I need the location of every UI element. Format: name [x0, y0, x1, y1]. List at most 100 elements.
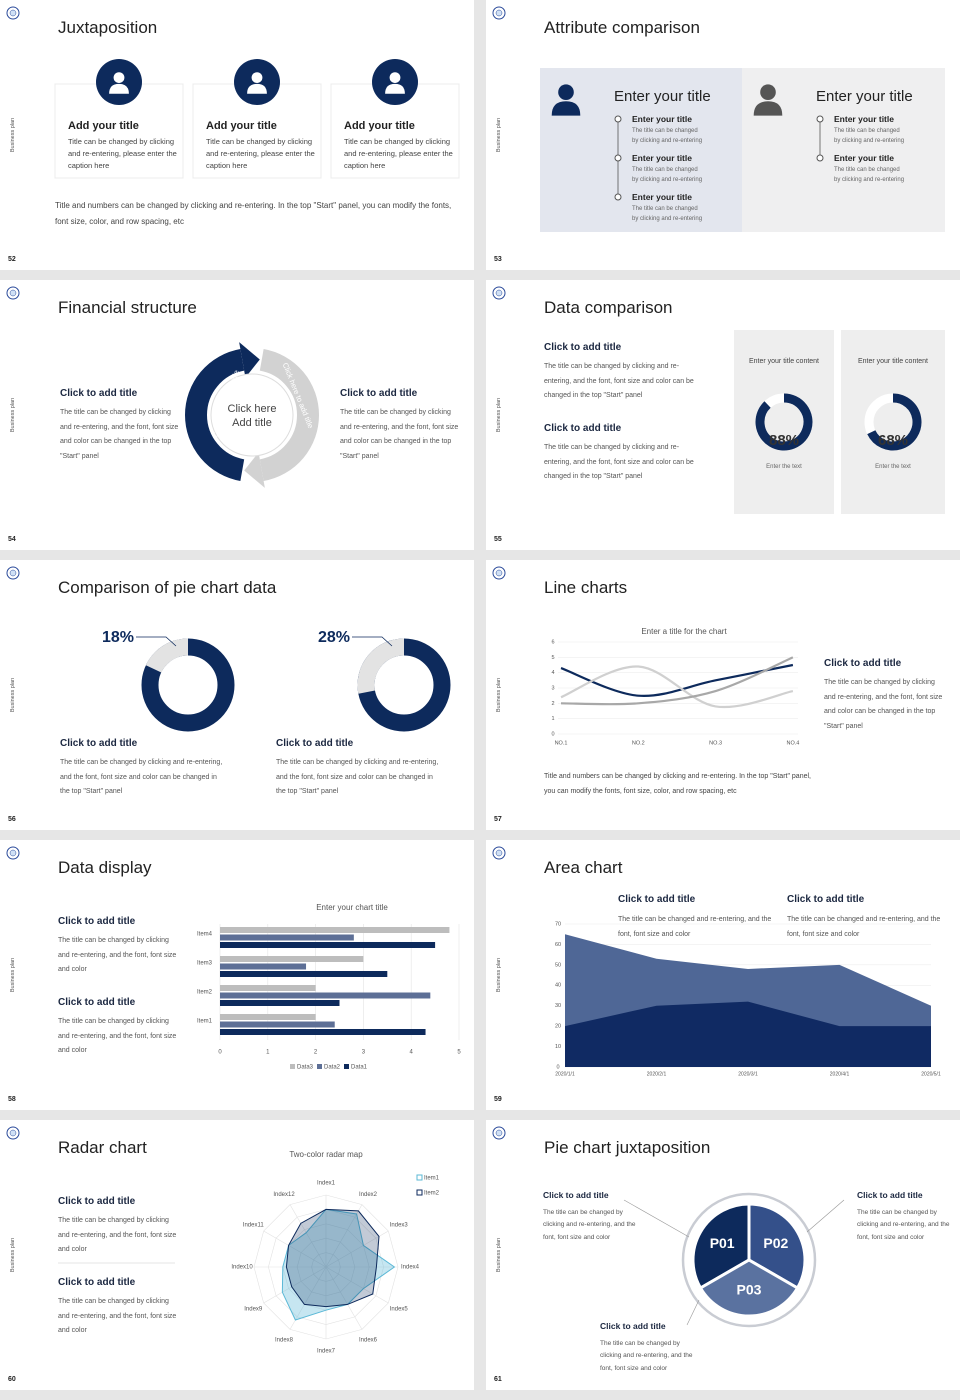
text: Enter your title: [834, 114, 894, 124]
axis-label: Index8: [275, 1337, 294, 1343]
text: Business plan: [10, 397, 16, 433]
bar: [220, 971, 388, 977]
text: The title can be changed by clicking and…: [824, 679, 943, 730]
axis-label: Index4: [401, 1265, 420, 1271]
text: Business plan: [496, 677, 502, 713]
text: Click to add title: [618, 894, 696, 905]
text: Business plan: [10, 117, 16, 153]
text: Radar chart: [58, 1138, 147, 1157]
text: Click to add title: [276, 738, 354, 749]
icon-body: [385, 83, 405, 94]
slide: Business plan 53 Attribute comparison Enter…: [486, 0, 960, 270]
text: Business plan: [496, 397, 502, 433]
logo-inner: [9, 1129, 17, 1137]
text: 54: [8, 536, 16, 543]
text: The title can be changed by clicking and…: [276, 759, 439, 795]
text: Business plan: [10, 1237, 16, 1273]
text: Business plan: [496, 957, 502, 993]
text: The title can be changed by clicking and…: [58, 937, 177, 973]
card: [734, 330, 834, 514]
line-series: [560, 665, 794, 709]
bar: [220, 956, 364, 962]
bar: [220, 963, 307, 970]
legend-swatch: [317, 1064, 322, 1069]
text: 18%: [102, 629, 135, 646]
bar: [220, 1000, 340, 1006]
logo-inner: [9, 289, 17, 297]
icon-body: [753, 101, 783, 116]
text: Pie chart juxtaposition: [544, 1138, 711, 1157]
y-tick-label: 6: [551, 639, 554, 645]
text: 53: [494, 256, 502, 263]
text: Attribute comparison: [544, 18, 700, 37]
icon-head: [760, 84, 776, 100]
legend-label: Item1: [424, 1176, 440, 1182]
slide-graphics: [6, 566, 451, 732]
radar-spoke: [289, 1266, 327, 1330]
text: Enter the text: [766, 464, 802, 470]
x-tick-label: 0: [218, 1050, 222, 1056]
text: Click to add title: [58, 997, 136, 1008]
text: Click to add title: [544, 342, 622, 353]
segment-label: P03: [737, 1282, 762, 1298]
timeline-dot: [816, 115, 824, 123]
text: Juxtaposition: [58, 18, 158, 37]
slide: Business plan 55 Data comparison Click to a…: [486, 280, 960, 550]
text: Click to add title: [60, 738, 138, 749]
text: Click to add title: [60, 388, 138, 399]
y-tick-label: Item4: [197, 932, 213, 938]
icon-head: [558, 84, 574, 100]
logo-inner: [495, 9, 503, 17]
y-tick-label: Item1: [197, 1019, 213, 1025]
text: 52: [8, 256, 16, 263]
radar-spoke: [325, 1266, 389, 1304]
text: The title can be changed by clicking and…: [58, 1217, 177, 1253]
x-tick-label: NO.3: [709, 740, 722, 746]
text: 57: [494, 816, 502, 823]
bar: [220, 934, 354, 941]
text: The title can be changed by clicking and…: [857, 1208, 950, 1241]
text: Title and numbers can be changed by clic…: [55, 201, 452, 226]
text: Click to add title: [58, 916, 136, 927]
text: Enter your title: [816, 88, 913, 105]
x-tick-label: 2020/4/1: [830, 1071, 850, 1077]
text: Add your title: [206, 120, 277, 132]
bar: [220, 927, 450, 933]
radar-spoke: [263, 1230, 327, 1268]
text: Enter your title: [632, 114, 692, 124]
legend-label: Item2: [424, 1191, 440, 1197]
radar-spoke: [263, 1266, 327, 1304]
text: 61: [494, 1376, 502, 1383]
area-series: [565, 1001, 931, 1067]
y-tick-label: 40: [555, 983, 561, 989]
text: Title can be changed by clicking and re-…: [68, 137, 177, 170]
x-tick-label: 5: [457, 1050, 461, 1056]
axis-label: Index6: [359, 1337, 378, 1343]
radar-spoke: [325, 1204, 363, 1268]
timeline-dot: [614, 115, 622, 123]
text: The title can be changed and re-entering…: [787, 916, 941, 938]
x-tick-label: 2020/2/1: [647, 1071, 667, 1077]
text: Data comparison: [544, 298, 673, 317]
leader-line: [352, 636, 393, 647]
text: The title can be changed by clicking and…: [58, 1298, 177, 1334]
y-tick-label: 10: [555, 1044, 561, 1050]
y-tick-label: 20: [555, 1024, 561, 1030]
text: Click to add title: [787, 894, 865, 905]
text: Enter your title: [834, 153, 894, 163]
axis-label: Index2: [359, 1192, 378, 1198]
y-tick-label: 70: [555, 921, 561, 927]
donut-arc: [755, 393, 813, 451]
bar: [220, 942, 436, 948]
text: Click to add title: [58, 1277, 136, 1288]
legend-label: Data1: [351, 1065, 368, 1071]
x-tick-label: NO.1: [555, 740, 568, 746]
text: The title can be changed by clicking and…: [60, 409, 179, 460]
logo-inner: [495, 849, 503, 857]
text: Business plan: [496, 1237, 502, 1273]
radar-spoke: [325, 1230, 389, 1268]
text: Data display: [58, 858, 152, 877]
slide-graphics: P01 P02 P03: [492, 1126, 845, 1328]
text: Line charts: [544, 578, 628, 597]
slide: 0 10 20 30 40 50 60 70 2020/1/1 2020/2/1 2020/3/1 2…: [486, 840, 960, 1110]
